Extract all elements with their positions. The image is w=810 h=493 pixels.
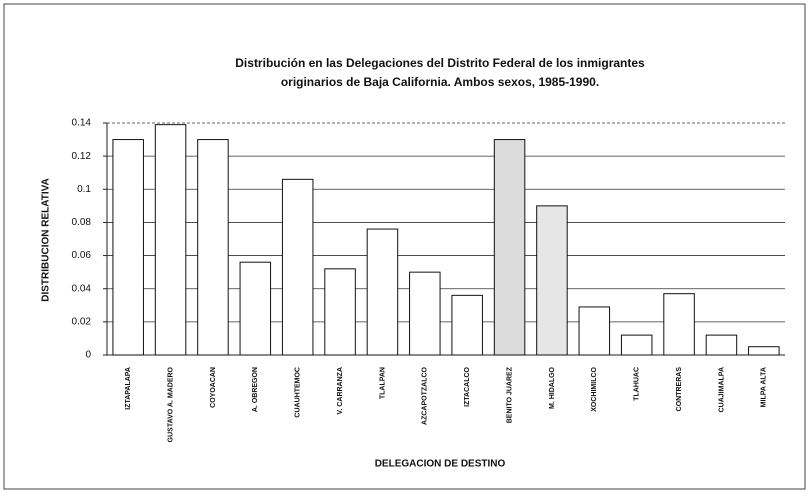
bar (620, 334, 653, 356)
x-tick-label: COYOACAN (210, 367, 217, 408)
bar (536, 205, 568, 356)
x-tick-label: MILPA ALTA (761, 367, 768, 407)
bar (451, 294, 483, 356)
bar (324, 268, 356, 356)
y-tick-label: 0.06 (72, 250, 92, 261)
bar (154, 124, 187, 356)
x-tick-label: M. HIDALGO (549, 366, 556, 409)
bar (239, 261, 272, 356)
x-tick-label: XOCHIMILCO (591, 366, 598, 411)
bar (493, 139, 526, 356)
bar (748, 346, 780, 356)
x-tick-label: TLAHUAC (634, 367, 641, 401)
x-tick-label: GUSTAVO A. MADERO (167, 366, 174, 442)
bar (705, 334, 738, 356)
x-axis-label: DELEGACION DE DESTINO (375, 459, 506, 470)
x-tick-label: AZCAPOTZALCO (422, 366, 429, 424)
y-tick-label: 0.12 (72, 151, 92, 162)
bar (409, 271, 441, 356)
bar (281, 178, 314, 356)
frame (3, 3, 806, 490)
bar (112, 139, 144, 356)
y-tick-label: 0 (85, 350, 91, 361)
x-tick-label: IZTACALCO (464, 366, 471, 406)
y-tick-label: 0.1 (77, 184, 91, 195)
x-tick-label: CONTRERAS (676, 367, 683, 412)
x-tick-label: CUAUHTEMOC (295, 367, 302, 418)
bar (197, 139, 229, 356)
bar (663, 293, 695, 356)
y-tick-label: 0.04 (72, 283, 92, 294)
bar (366, 228, 399, 356)
chart-title: Distribución en las Delegaciones del Dis… (235, 56, 645, 70)
bar (578, 306, 611, 356)
y-tick-label: 0.02 (72, 316, 92, 327)
y-tick-label: 0.14 (72, 118, 92, 129)
x-tick-label: IZTAPALAPA (125, 367, 132, 410)
x-tick-label: BENITO JUAREZ (506, 366, 513, 423)
chart-title: originarios de Baja California. Ambos se… (281, 75, 599, 89)
x-tick-label: TLALPAN (379, 367, 386, 399)
y-tick-label: 0.08 (72, 217, 92, 228)
x-tick-label: CUAJIMALPA (718, 367, 725, 412)
y-axis-label: DISTRIBUCION RELATIVA (41, 178, 52, 302)
x-tick-label: A. OBREGON (252, 367, 259, 412)
x-tick-label: V. CARRANZA (337, 367, 344, 415)
